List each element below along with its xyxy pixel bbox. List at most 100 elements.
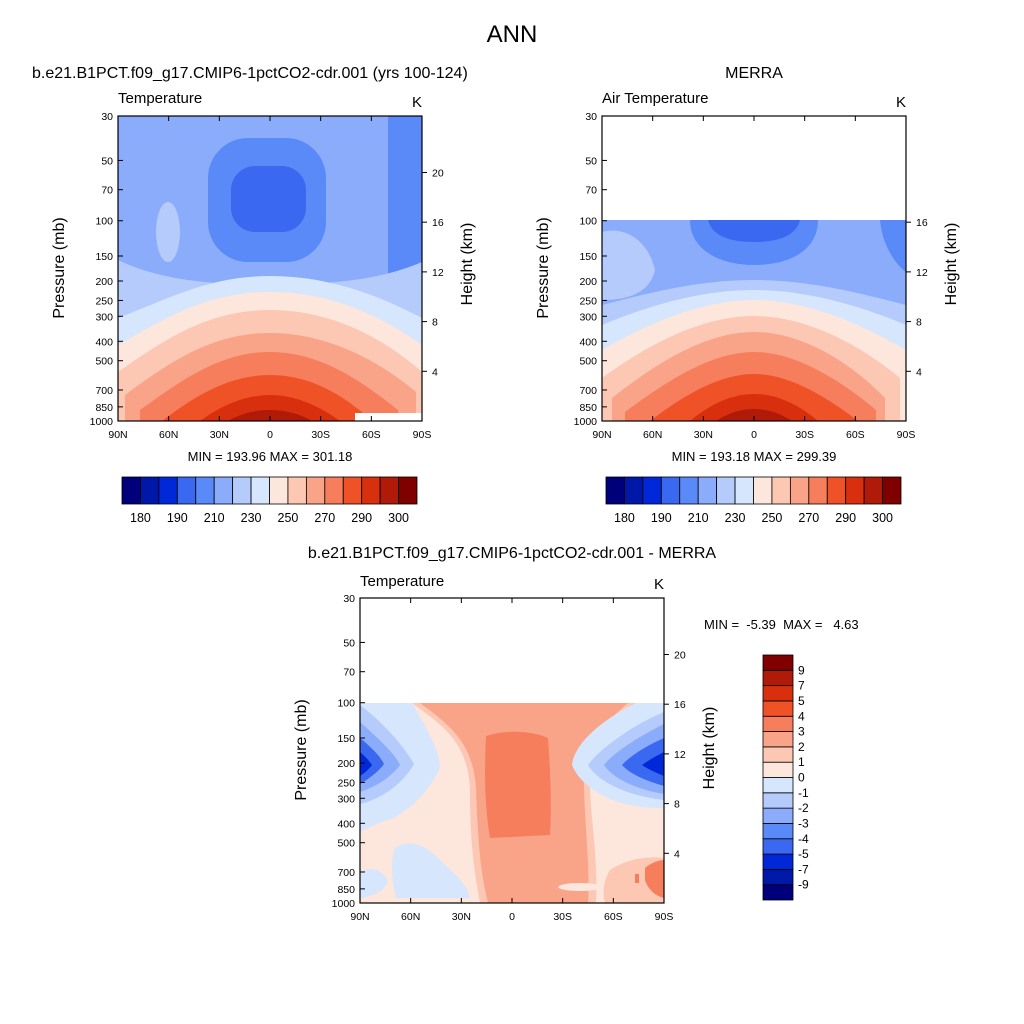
colorbar-label: 250 bbox=[762, 511, 783, 525]
colorbar-swatch bbox=[379, 476, 399, 505]
pressure-tick-label: 500 bbox=[95, 356, 113, 368]
colorbar-label: -2 bbox=[798, 801, 809, 815]
colorbar-label: 1 bbox=[798, 755, 805, 769]
latitude-tick-label: 60S bbox=[604, 911, 623, 923]
pressure-tick-label: 100 bbox=[337, 698, 355, 710]
height-tick-label: 20 bbox=[432, 167, 444, 179]
latitude-tick-label: 90S bbox=[413, 429, 432, 441]
colorbar-swatch bbox=[863, 476, 883, 505]
panel-obs-stats: MIN = 193.18 MAX = 299.39 bbox=[672, 449, 837, 464]
colorbar-swatch bbox=[624, 476, 644, 505]
pressure-tick-label: 400 bbox=[579, 336, 597, 348]
colorbar-label: 190 bbox=[167, 511, 188, 525]
pressure-tick-label: 400 bbox=[337, 818, 355, 830]
colorbar-label: 210 bbox=[204, 511, 225, 525]
height-tick-label: 8 bbox=[674, 799, 680, 811]
colorbar-label: 300 bbox=[872, 511, 893, 525]
colorbar-swatch bbox=[195, 476, 215, 505]
pressure-tick-label: 700 bbox=[579, 385, 597, 397]
panel-obs-ticks: 30 50 70 100 150 200 250 300 400 500 700 850 100090N… bbox=[574, 111, 928, 441]
pressure-tick-label: 50 bbox=[343, 637, 355, 649]
latitude-tick-label: 90N bbox=[592, 429, 611, 441]
colorbar-swatch bbox=[697, 476, 718, 505]
colorbar-label: -1 bbox=[798, 786, 809, 800]
colorbar-swatch bbox=[762, 746, 794, 763]
colorbar-swatch bbox=[361, 476, 381, 505]
colorbar-label: 2 bbox=[798, 740, 805, 754]
colorbar-label: 5 bbox=[798, 694, 805, 708]
latitude-tick-label: 90N bbox=[350, 911, 369, 923]
colorbar-swatch bbox=[762, 700, 794, 717]
colorbar-label: 270 bbox=[798, 511, 819, 525]
height-tick-label: 4 bbox=[432, 366, 438, 378]
pressure-tick-label: 150 bbox=[337, 733, 355, 745]
panel-obs-colorbar: 180 190 210 230 250 270 290 300 bbox=[605, 476, 902, 525]
panel-obs-title: MERRA bbox=[725, 65, 783, 82]
colorbar-swatch bbox=[771, 476, 791, 505]
colorbar-swatch bbox=[287, 476, 307, 505]
colorbar-swatch bbox=[762, 685, 794, 702]
latitude-tick-label: 60S bbox=[362, 429, 381, 441]
colorbar-label: -5 bbox=[798, 847, 809, 861]
colorbar-swatch bbox=[213, 476, 234, 505]
colorbar-swatch bbox=[762, 777, 794, 794]
latitude-tick-label: 0 bbox=[751, 429, 757, 441]
panel-model-stats: MIN = 193.96 MAX = 301.18 bbox=[188, 449, 353, 464]
colorbar-swatch bbox=[716, 476, 736, 505]
colorbar-swatch bbox=[882, 476, 902, 505]
panel-model-variable: Temperature bbox=[118, 90, 202, 107]
panel-model: b.e21.B1PCT.f09_g17.CMIP6-1pctCO2-cdr.00… bbox=[32, 65, 476, 525]
colorbar-label: 270 bbox=[314, 511, 335, 525]
colorbar-label: 4 bbox=[798, 709, 805, 723]
pressure-tick-label: 1000 bbox=[574, 416, 598, 428]
colorbar-label: 210 bbox=[688, 511, 709, 525]
colorbar-label: 290 bbox=[835, 511, 856, 525]
height-tick-label: 16 bbox=[432, 217, 444, 229]
colorbar-label: 0 bbox=[798, 771, 805, 785]
pressure-tick-label: 200 bbox=[337, 758, 355, 770]
panel-diff-stats: MIN = -5.39 MAX = 4.63 bbox=[704, 617, 859, 632]
pressure-tick-label: 250 bbox=[95, 295, 113, 307]
panel-model-colorbar: 180 190 210 230 250 270 290 300 bbox=[121, 476, 418, 525]
colorbar-swatch bbox=[826, 476, 847, 505]
pressure-tick-label: 30 bbox=[343, 593, 355, 605]
pressure-tick-label: 850 bbox=[95, 402, 113, 414]
colorbar-swatch bbox=[605, 476, 625, 505]
pressure-tick-label: 250 bbox=[579, 295, 597, 307]
colorbar-swatch bbox=[762, 715, 794, 732]
pressure-tick-label: 50 bbox=[101, 155, 113, 167]
panel-diff-units: K bbox=[654, 576, 664, 593]
colorbar-swatch bbox=[679, 476, 699, 505]
colorbar-label: 250 bbox=[278, 511, 299, 525]
panel-diff-colorbar: 9 754 321 0-1-2-3 -4-5-7 -9 bbox=[762, 654, 809, 901]
pressure-tick-label: 1000 bbox=[90, 416, 114, 428]
colorbar-swatch bbox=[762, 838, 794, 855]
pressure-tick-label: 700 bbox=[95, 385, 113, 397]
colorbar-swatch bbox=[158, 476, 178, 505]
colorbar-label: 180 bbox=[130, 511, 151, 525]
height-tick-label: 4 bbox=[916, 366, 922, 378]
latitude-tick-label: 60N bbox=[159, 429, 178, 441]
pressure-tick-label: 400 bbox=[95, 336, 113, 348]
latitude-tick-label: 60S bbox=[846, 429, 865, 441]
pressure-tick-label: 500 bbox=[579, 356, 597, 368]
colorbar-label: 230 bbox=[241, 511, 262, 525]
colorbar-swatch bbox=[121, 476, 141, 505]
colorbar-swatch bbox=[660, 476, 681, 505]
pressure-tick-label: 70 bbox=[101, 185, 113, 197]
height-tick-label: 12 bbox=[674, 749, 686, 761]
colorbar-swatch bbox=[269, 476, 289, 505]
panel-diff-ticks: 305070100150200250300400500700850100090N… bbox=[332, 593, 686, 923]
pressure-tick-label: 50 bbox=[585, 155, 597, 167]
height-tick-label: 16 bbox=[674, 699, 686, 711]
height-tick-label: 12 bbox=[432, 267, 444, 279]
colorbar-label: 230 bbox=[725, 511, 746, 525]
pressure-tick-label: 30 bbox=[585, 111, 597, 123]
colorbar-label: 290 bbox=[351, 511, 372, 525]
latitude-tick-label: 90S bbox=[897, 429, 916, 441]
colorbar-swatch bbox=[789, 476, 810, 505]
colorbar-label: 7 bbox=[798, 679, 805, 693]
height-tick-label: 16 bbox=[916, 217, 928, 229]
pressure-tick-label: 700 bbox=[337, 867, 355, 879]
latitude-tick-label: 30N bbox=[210, 429, 229, 441]
